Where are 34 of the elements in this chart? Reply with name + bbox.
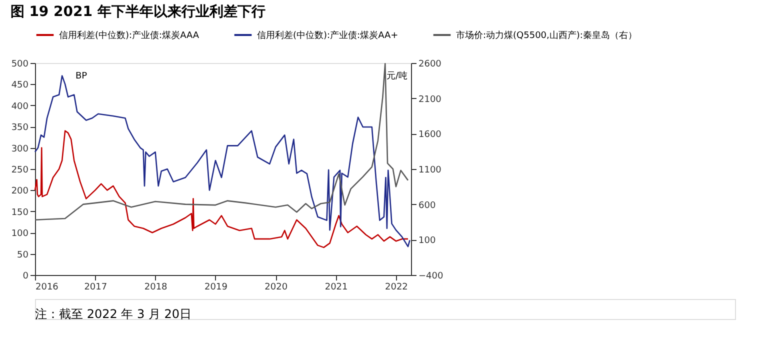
y-tick-label: 50 [17,250,29,260]
x-tick-label: 2017 [84,282,108,292]
y2-tick-label: −400 [418,272,444,282]
line-series [34,63,409,221]
x-tick-label: 2016 [36,282,59,292]
legend-label: 信用利差(中位数):产业债:煤炭AA+ [257,30,398,41]
y-tick-label: 300 [11,144,29,154]
y-tick-label: 250 [11,166,29,176]
chart-title: 图 19 2021 年下半年以来行业利差下行 [10,4,266,20]
y2-tick-label: 1100 [418,166,442,176]
legend-label: 信用利差(中位数):产业债:煤炭AAA [59,30,200,41]
y-tick-label: 450 [11,80,29,91]
text: 注：截至 2022 年 3 月 20日 [35,307,192,321]
line-series [34,130,409,248]
x-tick-label: 2022 [385,282,408,292]
y2-tick-label: 2100 [418,94,442,105]
x-tick-label: 2018 [144,282,168,292]
y2-tick-label: 100 [418,236,436,246]
x-tick-label: 2020 [264,282,288,292]
y2-axis-title: 元/吨 [386,70,408,82]
legend-label: 市场价:动力煤(Q5500,山西产):秦皇岛（右） [456,30,637,41]
y2-tick-label: 1600 [418,130,442,140]
y-tick-label: 400 [11,102,29,112]
y-tick-label: 500 [11,60,29,70]
y-tick-label: 350 [11,123,29,134]
y2-tick-label: 2600 [418,60,442,70]
y-tick-label: 150 [11,208,29,218]
y-tick-label: 100 [11,229,29,240]
y-axis-title: BP [76,72,88,82]
y2-tick-label: 600 [418,200,436,211]
x-tick-label: 2021 [324,282,348,292]
y-tick-label: 200 [11,186,29,197]
x-tick-label: 2019 [204,282,228,292]
y-tick-label: 0 [22,272,29,282]
